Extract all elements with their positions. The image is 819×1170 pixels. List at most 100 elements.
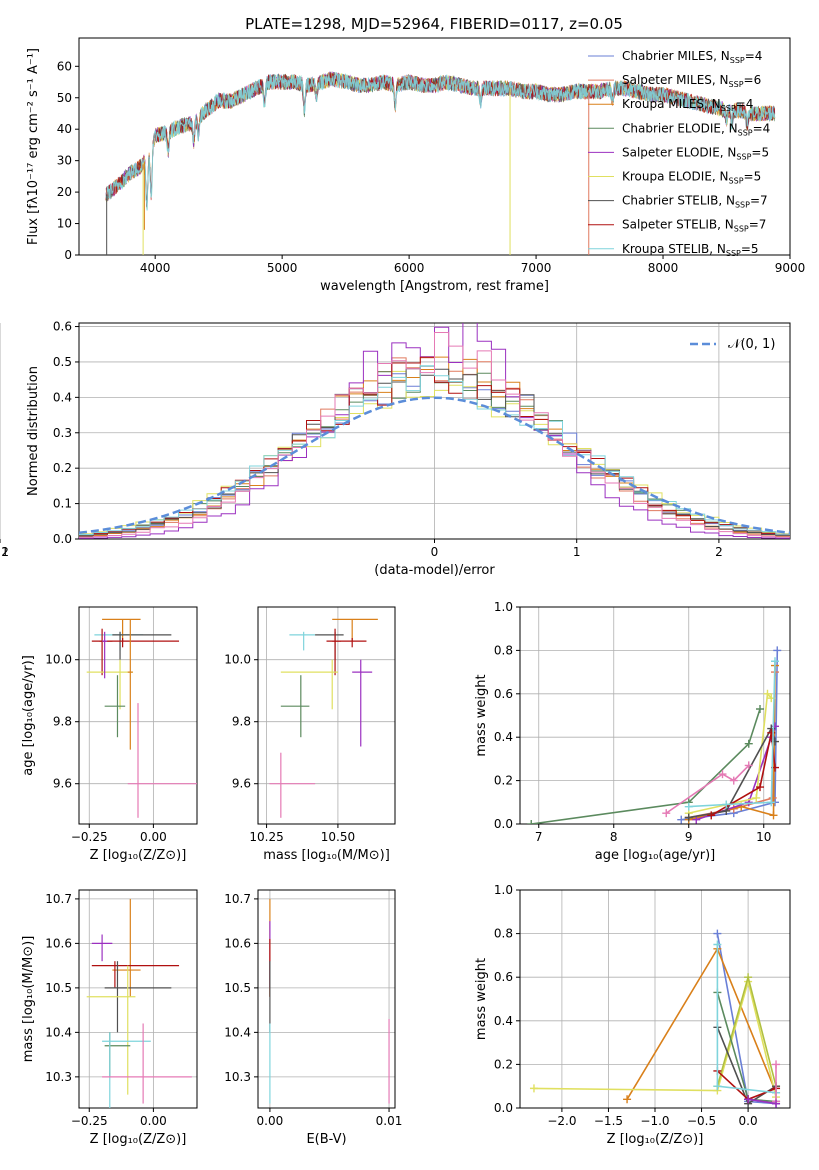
x-axis-label: E(B-V) [306,1132,346,1147]
x-tick-label: −2.0 [547,1114,576,1128]
legend-label: Chabrier STELIB, NSSP=7 [622,194,768,210]
x-axis-label: (data-model)/error [374,563,495,578]
x-tick-label: 6000 [394,261,425,275]
series-marker [662,809,671,818]
series-marker [744,973,753,982]
x-tick-label: 2 [715,545,723,559]
EBV_vs_mass-axes: 0.00 0.01 10.3 10.4 10.5 10.6 10.7 E(B-V) [224,889,403,1147]
x-tick-label: 0.01 [376,1114,403,1128]
data-point [91,934,113,962]
y-tick-label: 30 [57,154,72,168]
Z_vs_age-axes: −0.25 0.00 9.6 9.8 10.0 Z [log₁₀(Z/Z⊙)] age [l… [21,606,198,863]
data-point [332,618,378,642]
axes-frame [257,606,396,825]
y-tick-label: 1.0 [494,883,513,897]
x-tick-label: −1.5 [594,1114,623,1128]
y-axis-label: age [log₁₀(age/yr)] [21,655,36,776]
y-tick-label: 0.4 [494,730,513,744]
y-tick-label: 20 [57,185,72,199]
data-point [269,752,316,818]
data-point [104,675,126,738]
series-marker [529,1084,538,1093]
axes-frame [257,889,396,1109]
legend-label: Kroupa ELODIE, NSSP=5 [622,170,761,186]
spectrum-series-line [105,72,776,211]
series-marker [684,802,693,811]
x-tick-label: 0.00 [140,830,167,844]
x-tick-label: 0 [431,545,439,559]
series-marker [713,940,722,949]
x-axis-label: Z [log₁₀(Z/Z⊙)] [90,1132,187,1147]
y-tick-label: 40 [57,122,72,136]
series-marker [713,1082,722,1091]
legend-label: Kroupa MILES, NSSP=4 [622,97,753,113]
series-marker [527,820,536,824]
x-tick-label: 7 [535,830,543,844]
y-tick-label: 0.0 [494,817,513,831]
y-tick-label: 10.0 [45,653,72,667]
x-tick-label: 10.50 [321,830,355,844]
y-tick-label: 0.2 [494,774,513,788]
Z_vs_age-points [86,618,197,818]
x-tick-label: 8000 [648,261,679,275]
y-tick-label: 0.6 [494,970,513,984]
spectrum-legend: Chabrier MILES, NSSP=4 Salpeter MILES, NS… [588,49,770,258]
series-marker [769,811,778,820]
data-point [86,965,136,1095]
spectrum-axes: 4000 5000 6000 7000 8000 9000 0 10 20 30 40 50 60 wav… [26,37,805,294]
y-axis-label: Flux [fλ10⁻¹⁷ erg cm⁻² s⁻¹ A⁻¹] [26,48,41,245]
data-point [280,675,310,738]
y-tick-label: 0.8 [494,643,513,657]
y-tick-label: 50 [57,91,72,105]
legend-label: 𝒩(0, 1) [728,337,775,352]
histogram-series [79,370,790,535]
data-point [332,628,341,676]
data-point [315,631,344,660]
y-tick-label: 1.0 [494,600,513,614]
x-tick-label: 10 [756,830,771,844]
Z_vs_massweight-axes: −2.0 −1.5 −1.0 −0.5 0.0 0.0 0.2 0.4 0.6 0.8 1.0 Z [… [474,883,791,1147]
data-point [352,659,373,747]
data-point [112,898,141,997]
legend-label: Salpeter ELODIE, NSSP=5 [622,145,769,161]
x-tick-label: −1 [0,545,9,559]
y-tick-label: 10.3 [45,1070,72,1084]
y-tick-label: 10.5 [224,981,251,995]
y-tick-label: 10.5 [45,981,72,995]
age_vs_massweight-axes: 7 8 9 10 0.0 0.2 0.4 0.6 0.8 1.0 age [log₁₀(age/yr… [474,600,791,863]
data-point [280,659,338,710]
data-point [102,1023,192,1104]
data-point [289,631,316,651]
y-tick-label: 0.6 [53,320,72,334]
data-point [127,703,197,818]
series-marker [771,657,779,666]
legend-label: Chabrier MILES, NSSP=4 [622,49,762,65]
x-tick-label: 8 [610,830,618,844]
y-tick-label: 0.4 [494,1014,513,1028]
series-marker [763,689,772,698]
x-tick-label: −0.25 [71,830,108,844]
x-tick-label: 0.00 [257,1114,284,1128]
normal-curve [79,396,790,535]
data-point [127,619,133,750]
series-line [533,978,777,1098]
y-tick-label: 10.6 [45,936,72,950]
legend-label: Salpeter MILES, NSSP=6 [622,73,761,89]
y-tick-label: 0.2 [53,461,72,475]
spectrum-series-line [105,72,776,207]
x-axis-label: mass [log₁₀(M/M⊙)] [263,848,390,863]
Z_vs_massweight-series [529,929,781,1108]
x-tick-label: 10.25 [249,830,283,844]
series-marker [718,770,727,779]
y-tick-label: 9.6 [232,777,251,791]
mass_vs_age-axes: 10.25 10.50 9.6 9.8 10.0 mass [log₁₀(M/M⊙)] [224,606,396,863]
y-tick-label: 0 [64,248,72,262]
y-tick-label: 60 [57,59,72,73]
series-marker [756,783,764,792]
spectrum-lines [105,71,776,255]
data-point [112,631,172,660]
mass_vs_age-points [269,618,378,818]
series-line [531,708,761,824]
y-tick-label: 10 [57,217,72,231]
